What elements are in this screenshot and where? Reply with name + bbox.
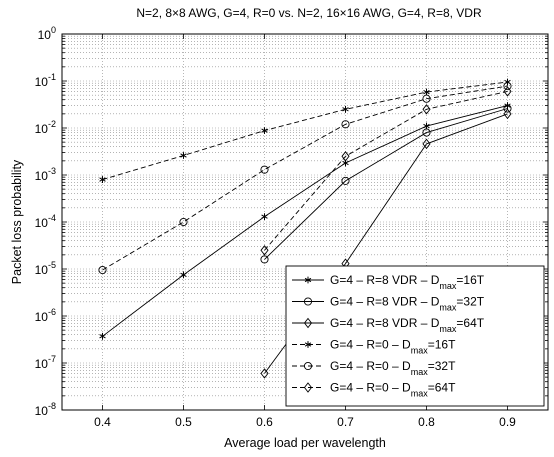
data-point [341, 176, 350, 185]
data-point [341, 151, 350, 162]
legend-entry: G=4 – R=8 VDR – Dmax=64T [292, 316, 485, 334]
chart-title: N=2, 8×8 AWG, G=4, R=0 vs. N=2, 16×16 AW… [136, 6, 482, 20]
data-point [260, 245, 269, 256]
x-tick-label: 0.9 [499, 415, 516, 429]
legend-entry: G=4 – R=0 – Dmax=64T [292, 381, 456, 399]
series-line [264, 90, 508, 251]
data-point [179, 217, 188, 227]
series-6 [260, 86, 512, 256]
data-point [260, 368, 269, 379]
y-tick-label: 10-5 [35, 260, 56, 277]
data-point [422, 104, 431, 115]
data-point [503, 82, 512, 91]
series-1 [99, 102, 511, 340]
x-tick-label: 0.4 [94, 415, 111, 429]
data-point [260, 165, 269, 174]
data-point [422, 94, 431, 103]
data-point [180, 271, 187, 279]
x-tick-label: 0.8 [418, 415, 435, 429]
data-point [99, 176, 106, 183]
x-tick-label: 0.7 [337, 415, 354, 429]
x-axis-label: Average load per wavelength [224, 436, 386, 450]
data-point [180, 152, 187, 159]
data-point [422, 128, 431, 137]
legend-label: G=4 – R=8 VDR – Dmax=16T [330, 273, 485, 291]
data-point [503, 108, 512, 120]
series-line [264, 108, 508, 260]
data-point [422, 138, 431, 150]
legend-label: G=4 – R=0 – Dmax=64T [330, 381, 456, 399]
legend-label: G=4 – R=0 – Dmax=16T [330, 338, 456, 356]
legend-entry: G=4 – R=8 VDR – Dmax=16T [292, 273, 485, 291]
y-tick-label: 10-4 [35, 213, 56, 230]
data-point [260, 255, 269, 264]
legend-label: G=4 – R=0 – Dmax=32T [330, 359, 456, 377]
series-4 [99, 78, 511, 183]
data-point [303, 382, 313, 393]
y-tick-label: 10-3 [35, 166, 56, 183]
y-tick-label: 100 [38, 25, 56, 42]
data-point [98, 265, 107, 275]
series-2 [260, 104, 512, 264]
legend: G=4 – R=8 VDR – Dmax=16T G=4 – R=8 VDR – … [285, 265, 545, 407]
y-tick-label: 10-8 [35, 401, 56, 418]
data-point [304, 276, 312, 284]
data-point [303, 317, 313, 329]
y-tick-label: 10-1 [35, 72, 56, 89]
legend-box [285, 265, 545, 407]
y-axis-label: Packet loss probability [10, 159, 24, 284]
data-point [503, 86, 512, 97]
series-line [102, 105, 508, 337]
series-5 [98, 82, 512, 275]
data-point [503, 104, 512, 113]
data-point [303, 361, 313, 371]
data-point [504, 102, 511, 109]
data-point [341, 120, 350, 129]
y-tick-label: 10-6 [35, 307, 56, 324]
axis-ticks: 0.4 0.5 0.6 0.7 0.8 0.9 100 10-1 10-2 10-3 10-4 10-… [35, 25, 548, 429]
series-line [102, 81, 508, 181]
data-point [342, 105, 349, 113]
data-point [304, 341, 312, 348]
x-tick-label: 0.5 [175, 415, 192, 429]
legend-label: G=4 – R=8 VDR – Dmax=32T [330, 295, 485, 313]
legend-label: G=4 – R=8 VDR – Dmax=64T [330, 316, 485, 334]
legend-entry: G=4 – R=0 – Dmax=16T [292, 338, 456, 356]
data-point [261, 213, 268, 221]
x-tick-label: 0.6 [256, 415, 273, 429]
data-point [423, 122, 430, 130]
data-point [99, 332, 106, 340]
data-point [303, 297, 313, 306]
y-tick-label: 10-2 [35, 119, 56, 136]
y-tick-label: 10-7 [35, 354, 56, 371]
legend-entry: G=4 – R=0 – Dmax=32T [292, 359, 456, 377]
legend-entry: G=4 – R=8 VDR – Dmax=32T [292, 295, 485, 313]
data-point [261, 127, 268, 135]
data-point [423, 88, 430, 96]
